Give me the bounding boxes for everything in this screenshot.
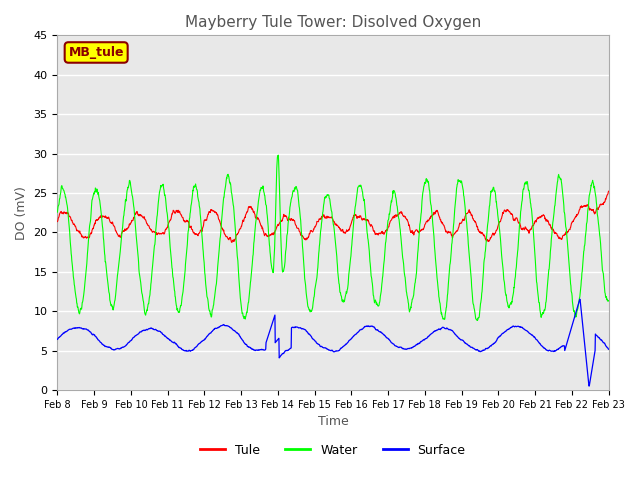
X-axis label: Time: Time <box>317 415 348 428</box>
Legend: Tule, Water, Surface: Tule, Water, Surface <box>195 439 470 462</box>
Text: MB_tule: MB_tule <box>68 46 124 59</box>
Y-axis label: DO (mV): DO (mV) <box>15 186 28 240</box>
Title: Mayberry Tule Tower: Disolved Oxygen: Mayberry Tule Tower: Disolved Oxygen <box>185 15 481 30</box>
